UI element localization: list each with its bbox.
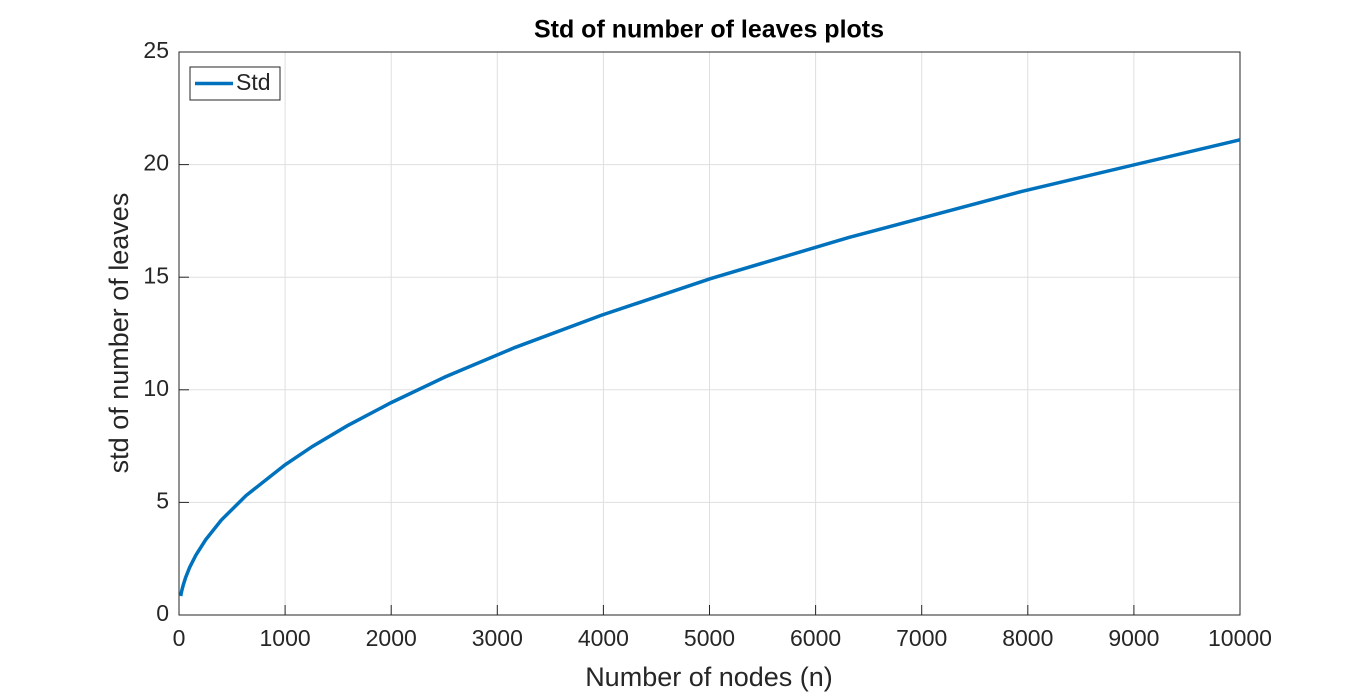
x-tick-label: 3000 (472, 625, 523, 651)
plot-frame (178, 51, 1241, 616)
y-tick-label: 25 (143, 37, 169, 63)
x-tick-label: 4000 (578, 625, 629, 651)
y-tick-label: 0 (156, 600, 169, 626)
line (178, 138, 1241, 597)
chart-title: Std of number of leaves plots (534, 16, 884, 44)
y-tick-label: 20 (143, 150, 169, 176)
y-tick-label: 5 (156, 487, 169, 513)
y-tick-label: 10 (143, 375, 169, 401)
x-tick-label: 7000 (896, 625, 947, 651)
y-tick-label: 15 (143, 262, 169, 288)
x-axis-label: Number of nodes (n) (585, 662, 833, 692)
x-tick-label: 10000 (1208, 625, 1272, 651)
y-axis-label: std of number of leaves (104, 193, 134, 474)
x-tick-label: 1000 (260, 625, 311, 651)
x-tick-label: 6000 (790, 625, 841, 651)
legend-label: Std (236, 69, 271, 95)
x-tick-label: 2000 (366, 625, 417, 651)
x-tick-label: 0 (173, 625, 186, 651)
x-tick-label: 8000 (1002, 625, 1053, 651)
x-tick-label: 5000 (684, 625, 735, 651)
x-tick-label: 9000 (1108, 625, 1159, 651)
